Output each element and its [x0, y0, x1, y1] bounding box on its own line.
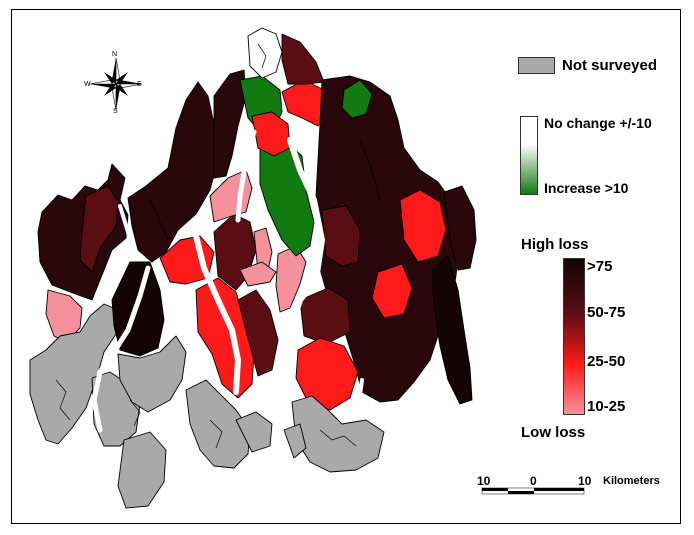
island-polygons — [29, 27, 477, 509]
legend-not-surveyed-label: Not surveyed — [562, 57, 658, 74]
legend-loss-class-2: 50-75 — [587, 304, 626, 321]
region-far-east-dark — [431, 255, 473, 405]
legend-loss-class-1: >75 — [587, 258, 613, 275]
region-east-red-b — [371, 263, 413, 319]
region-southeast-grey — [291, 395, 385, 473]
region-red-north-a — [251, 111, 291, 157]
region-east-red-c — [295, 337, 359, 411]
legend-high-loss-title: High loss — [521, 236, 589, 253]
legend-no-change-label: No change +/-10 — [544, 115, 652, 131]
compass-e-label: E — [137, 81, 142, 88]
compass-w-label: W — [84, 81, 91, 88]
region-north-no-change — [247, 27, 283, 79]
scale-bar-graphic — [481, 487, 585, 495]
region-central-grey — [117, 335, 187, 413]
internal-creeks — [55, 43, 381, 449]
region-north-dark — [213, 69, 247, 179]
region-south-not-surveyed — [117, 431, 167, 509]
legend-low-loss-label: Low loss — [521, 424, 586, 441]
legend-loss-class-3: 25-50 — [587, 353, 626, 370]
region-north-dark-2 — [281, 33, 325, 85]
river-channels — [91, 129, 364, 433]
region-east-edge-dark — [443, 185, 477, 271]
region-pink-strip-3 — [239, 261, 277, 287]
scale-label-zero: 0 — [530, 474, 537, 488]
scale-label-right: 10 — [578, 474, 592, 488]
scale-unit-label: Kilometers — [603, 475, 660, 487]
legend-not-surveyed-swatch — [518, 57, 555, 74]
region-central-dark-4 — [237, 289, 279, 377]
legend-loss-class-4: 10-25 — [587, 398, 626, 415]
compass-n-label: N — [112, 51, 118, 58]
region-east-green — [341, 79, 373, 119]
compass-rose-icon — [89, 57, 143, 111]
region-southeast-grey-small — [283, 423, 307, 459]
compass-s-label: S — [113, 108, 118, 115]
region-west-inner-dark — [79, 185, 119, 273]
region-east-dark-3 — [299, 287, 351, 345]
legend-loss-swatch — [563, 258, 585, 415]
legend-gain-swatch — [520, 116, 538, 195]
legend-increase-label: Increase >10 — [544, 180, 629, 196]
region-west-not-surveyed — [29, 303, 119, 445]
region-east-red-a — [399, 189, 447, 263]
region-central-south-grey — [185, 379, 251, 469]
region-east-dark-2 — [321, 205, 361, 267]
scale-label-left: 10 — [477, 474, 491, 488]
region-grey-small — [235, 411, 273, 453]
